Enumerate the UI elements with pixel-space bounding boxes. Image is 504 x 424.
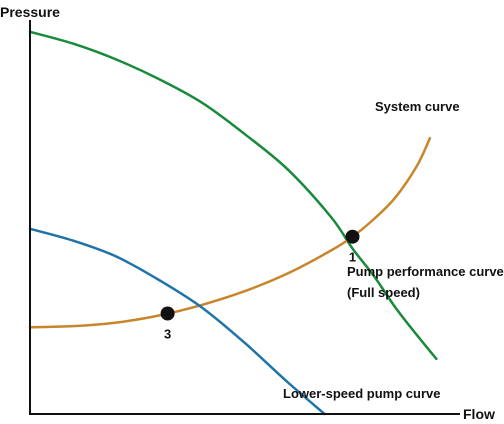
pump-performance-curve bbox=[28, 30, 438, 361]
x-axis-label: Flow bbox=[463, 406, 495, 422]
pump-full-curve-label: Pump performance curve bbox=[347, 264, 504, 279]
system-curve bbox=[28, 136, 432, 329]
lower-speed-curve-label: Lower-speed pump curve bbox=[283, 386, 440, 401]
operating-point-1 bbox=[345, 229, 360, 244]
y-axis-label: Pressure bbox=[0, 4, 60, 20]
operating-point-label-3: 3 bbox=[164, 327, 171, 342]
lower-speed-pump-curve bbox=[28, 227, 326, 416]
curve-layer bbox=[28, 30, 438, 416]
system-curve-label: System curve bbox=[375, 99, 460, 114]
pump-full-curve-sublabel: (Full speed) bbox=[347, 285, 420, 300]
operating-point-3 bbox=[160, 306, 175, 321]
operating-point-label-1: 1 bbox=[349, 250, 356, 265]
operating-points: 13 bbox=[160, 229, 360, 342]
